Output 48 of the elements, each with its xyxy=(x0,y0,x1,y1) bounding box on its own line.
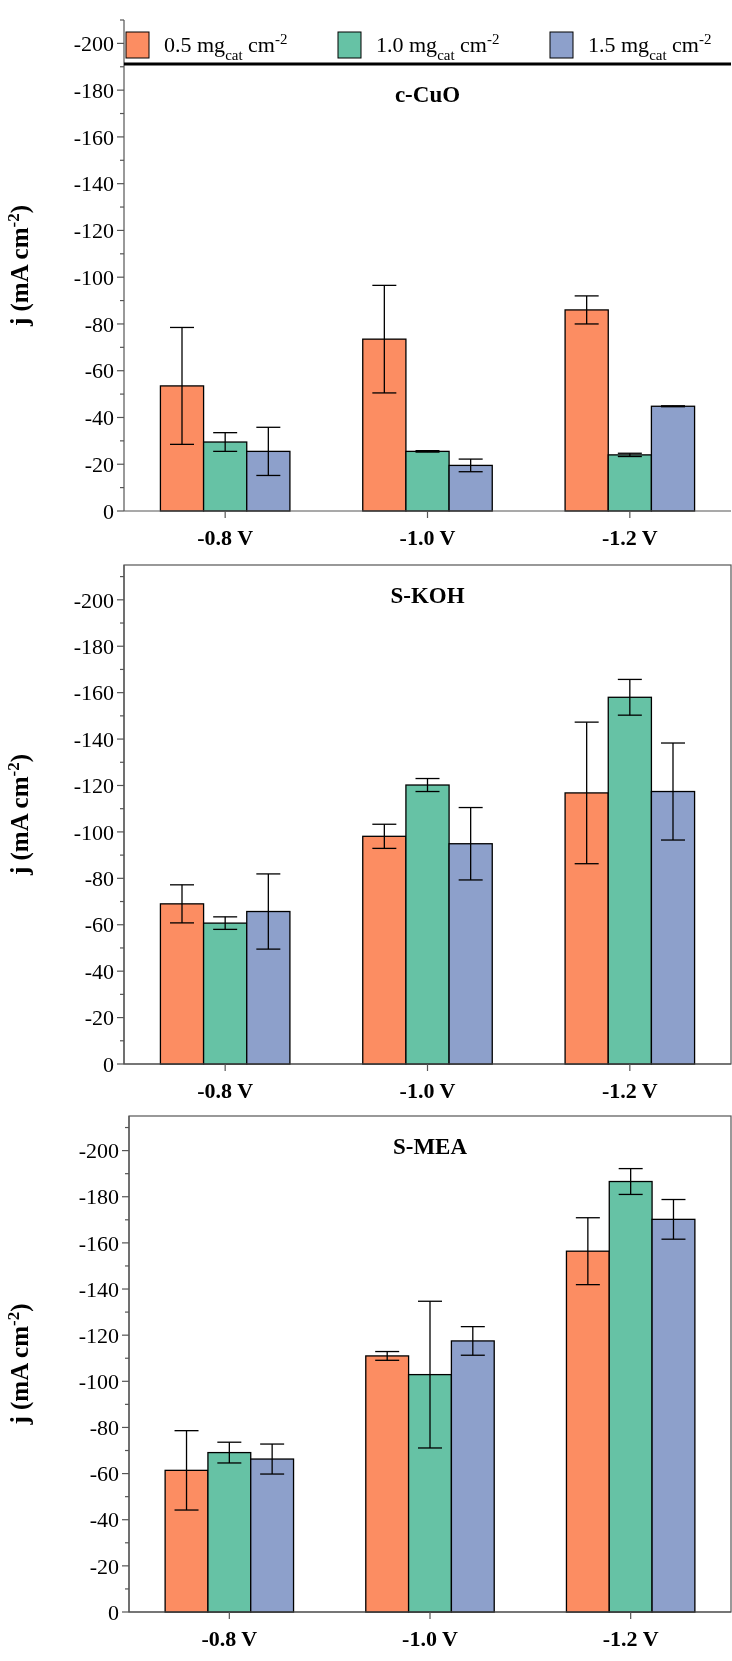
y-tick-label: -120 xyxy=(78,1322,119,1348)
y-tick-label: -60 xyxy=(89,1461,119,1487)
y-tick-label: -180 xyxy=(78,1184,119,1210)
y-tick-label: -200 xyxy=(73,31,114,57)
x-tick-label: -0.8 V xyxy=(201,1626,258,1651)
y-tick-label: -100 xyxy=(73,819,114,845)
y-tick-label: -60 xyxy=(84,912,114,938)
x-tick-label: -1.2 V xyxy=(601,525,658,550)
y-tick-label: -60 xyxy=(84,358,114,384)
y-tick-label: -120 xyxy=(73,773,114,799)
x-tick-label: -1.0 V xyxy=(399,1078,456,1103)
x-tick-label: -1.0 V xyxy=(402,1626,459,1651)
y-tick-label: -40 xyxy=(89,1507,119,1533)
y-tick-label: -140 xyxy=(78,1276,119,1302)
legend-label: 0.5 mg$_{cat}$ cm$^{-2}$ xyxy=(164,31,288,63)
y-tick-label: -180 xyxy=(73,633,114,659)
x-tick-label: -1.2 V xyxy=(602,1626,659,1651)
y-tick-label: -20 xyxy=(89,1553,119,1579)
y-tick-label: -120 xyxy=(73,218,114,244)
text: S-KOH xyxy=(390,583,465,608)
y-tick-label: -40 xyxy=(84,958,114,984)
x-tick-label: -0.8 V xyxy=(197,525,254,550)
y-tick-label: -160 xyxy=(73,124,114,150)
x-tick-label: -1.0 V xyxy=(399,525,456,550)
y-tick-label: -140 xyxy=(73,726,114,752)
y-tick-label: 0 xyxy=(108,1599,119,1625)
y-tick-label: -80 xyxy=(89,1415,119,1441)
y-tick-label: 0 xyxy=(103,498,114,524)
y-tick-label: -100 xyxy=(73,264,114,290)
y-tick-label: -200 xyxy=(73,587,114,613)
y-tick-label: -40 xyxy=(84,405,114,431)
legend-label: 1.0 mg$_{cat}$ cm$^{-2}$ xyxy=(376,31,500,63)
y-tick-label: -180 xyxy=(73,77,114,103)
y-tick-label: -80 xyxy=(84,866,114,892)
y-tick-label: -160 xyxy=(73,680,114,706)
legend-label: 1.5 mg$_{cat}$ cm$^{-2}$ xyxy=(588,31,712,63)
x-tick-label: -0.8 V xyxy=(197,1078,254,1103)
x-tick-label: -1.2 V xyxy=(601,1078,658,1103)
y-tick-label: -20 xyxy=(84,1005,114,1031)
y-tick-label: 0 xyxy=(103,1051,114,1077)
y-tick-label: -80 xyxy=(84,311,114,337)
y-tick-label: -100 xyxy=(78,1369,119,1394)
y-tick-label: -160 xyxy=(78,1230,119,1256)
text: S-MEA xyxy=(392,1134,468,1159)
y-tick-label: -140 xyxy=(73,171,114,197)
y-tick-label: -20 xyxy=(84,451,114,477)
text: c-CuO xyxy=(394,82,461,107)
y-tick-label: -200 xyxy=(78,1138,119,1164)
